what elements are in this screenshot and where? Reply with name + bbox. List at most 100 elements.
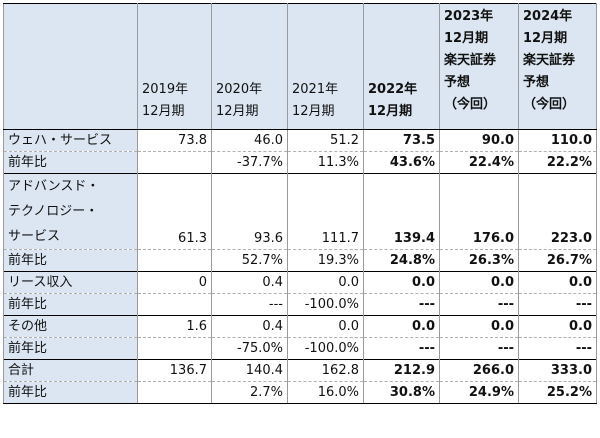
header-2021-line2: 12月期 — [292, 104, 335, 119]
cell-2019 — [137, 151, 212, 174]
cell-2022: --- — [363, 337, 440, 360]
cell-2023: 266.0 — [439, 359, 519, 382]
cell-2019 — [137, 381, 212, 404]
cell-2023: 26.3% — [439, 249, 519, 272]
cell-2022: 30.8% — [363, 381, 440, 404]
cell-2024: 25.2% — [518, 381, 597, 404]
header-2024-line3: 楽天証券 — [523, 53, 576, 68]
cell-2020: --- — [211, 293, 288, 316]
header-2023-line2: 12月期 — [444, 31, 489, 46]
header-2020: 2020年 12月期 — [211, 3, 288, 130]
cell-2021: 19.3% — [287, 249, 364, 272]
header-2020-line2: 12月期 — [216, 104, 259, 119]
header-2021: 2021年 12月期 — [287, 3, 364, 130]
cell-2022: 0.0 — [363, 271, 440, 294]
cell-2021: 16.0% — [287, 381, 364, 404]
header-2024-line5: （今回） — [523, 97, 576, 112]
table-row: 前年比 -75.0% -100.0% --- --- --- — [3, 337, 597, 360]
cell-2022: 24.8% — [363, 249, 440, 272]
cell-2024: --- — [518, 293, 597, 316]
header-2020-line1: 2020年 — [216, 82, 263, 97]
header-2024-line4: 予想 — [523, 75, 550, 90]
cell-2023: 0.0 — [439, 315, 519, 338]
cell-2024: 223.0 — [518, 173, 597, 250]
row-label: その他 — [3, 315, 138, 338]
row-label: 前年比 — [3, 293, 138, 316]
cell-2023: 24.9% — [439, 381, 519, 404]
cell-2024: 26.7% — [518, 249, 597, 272]
cell-2022: 73.5 — [363, 129, 440, 152]
cell-2021: -100.0% — [287, 293, 364, 316]
cell-2019: 73.8 — [137, 129, 212, 152]
header-2023-line4: 予想 — [444, 75, 471, 90]
cell-2020: 93.6 — [211, 173, 288, 250]
cell-2020: 52.7% — [211, 249, 288, 272]
cell-2023: 176.0 — [439, 173, 519, 250]
row-label: 合計 — [3, 359, 138, 382]
table-row: 前年比 52.7% 19.3% 24.8% 26.3% 26.7% — [3, 249, 597, 272]
header-2023-line5: （今回） — [444, 97, 497, 112]
header-2019: 2019年 12月期 — [137, 3, 212, 130]
row-label: アドバンスド・ テクノロジー・ サービス — [3, 173, 138, 250]
cell-2019: 136.7 — [137, 359, 212, 382]
row-label-line3: サービス — [8, 229, 61, 244]
cell-2021: 111.7 — [287, 173, 364, 250]
cell-2021: 0.0 — [287, 315, 364, 338]
header-2024-line2: 12月期 — [523, 31, 568, 46]
header-2019-line1: 2019年 — [142, 82, 189, 97]
cell-2021: 51.2 — [287, 129, 364, 152]
cell-2023: --- — [439, 337, 519, 360]
header-2023-line3: 楽天証券 — [444, 53, 497, 68]
header-2024: 2024年 12月期 楽天証券 予想 （今回） — [518, 3, 597, 130]
table-row: 前年比 --- -100.0% --- --- --- — [3, 293, 597, 316]
header-2022-line1: 2022年 — [368, 82, 418, 97]
row-label: ウェハ・サービス — [3, 129, 138, 152]
table-row: 前年比 -37.7% 11.3% 43.6% 22.4% 22.2% — [3, 151, 597, 174]
row-label: 前年比 — [3, 381, 138, 404]
cell-2024: 0.0 — [518, 271, 597, 294]
cell-2024: 333.0 — [518, 359, 597, 382]
cell-2023: 0.0 — [439, 271, 519, 294]
cell-2020: 140.4 — [211, 359, 288, 382]
cell-2022: 212.9 — [363, 359, 440, 382]
financial-table: 2019年 12月期 2020年 12月期 2021年 12月期 2022年 1… — [3, 3, 597, 404]
cell-2019: 61.3 — [137, 173, 212, 250]
cell-2023: 90.0 — [439, 129, 519, 152]
header-2021-line1: 2021年 — [292, 82, 339, 97]
cell-2021: 0.0 — [287, 271, 364, 294]
cell-2024: 0.0 — [518, 315, 597, 338]
table-row: ウェハ・サービス 73.8 46.0 51.2 73.5 90.0 110.0 — [3, 129, 597, 152]
table-row: アドバンスド・ テクノロジー・ サービス 61.3 93.6 111.7 139… — [3, 173, 597, 250]
row-label: 前年比 — [3, 337, 138, 360]
table-row: 前年比 2.7% 16.0% 30.8% 24.9% 25.2% — [3, 381, 597, 404]
cell-2020: 0.4 — [211, 271, 288, 294]
header-2024-line1: 2024年 — [523, 9, 573, 24]
cell-2021: 162.8 — [287, 359, 364, 382]
cell-2024: --- — [518, 337, 597, 360]
header-2022-line2: 12月期 — [368, 104, 413, 119]
cell-2020: -37.7% — [211, 151, 288, 174]
header-2023: 2023年 12月期 楽天証券 予想 （今回） — [439, 3, 519, 130]
row-label-line1: アドバンスド・ — [8, 179, 100, 194]
header-corner — [3, 3, 138, 130]
row-label: 前年比 — [3, 151, 138, 174]
cell-2020: 2.7% — [211, 381, 288, 404]
table-row: リース収入 0 0.4 0.0 0.0 0.0 0.0 — [3, 271, 597, 294]
header-2022: 2022年 12月期 — [363, 3, 440, 130]
cell-2022: --- — [363, 293, 440, 316]
cell-2024: 22.2% — [518, 151, 597, 174]
table-row: 合計 136.7 140.4 162.8 212.9 266.0 333.0 — [3, 359, 597, 382]
cell-2020: 46.0 — [211, 129, 288, 152]
cell-2021: -100.0% — [287, 337, 364, 360]
header-2019-line2: 12月期 — [142, 104, 185, 119]
header-row: 2019年 12月期 2020年 12月期 2021年 12月期 2022年 1… — [3, 3, 597, 130]
cell-2022: 43.6% — [363, 151, 440, 174]
cell-2024: 110.0 — [518, 129, 597, 152]
cell-2020: -75.0% — [211, 337, 288, 360]
cell-2023: --- — [439, 293, 519, 316]
cell-2019: 0 — [137, 271, 212, 294]
row-label-line2: テクノロジー・ — [8, 204, 99, 219]
cell-2019 — [137, 249, 212, 272]
cell-2021: 11.3% — [287, 151, 364, 174]
row-label: 前年比 — [3, 249, 138, 272]
